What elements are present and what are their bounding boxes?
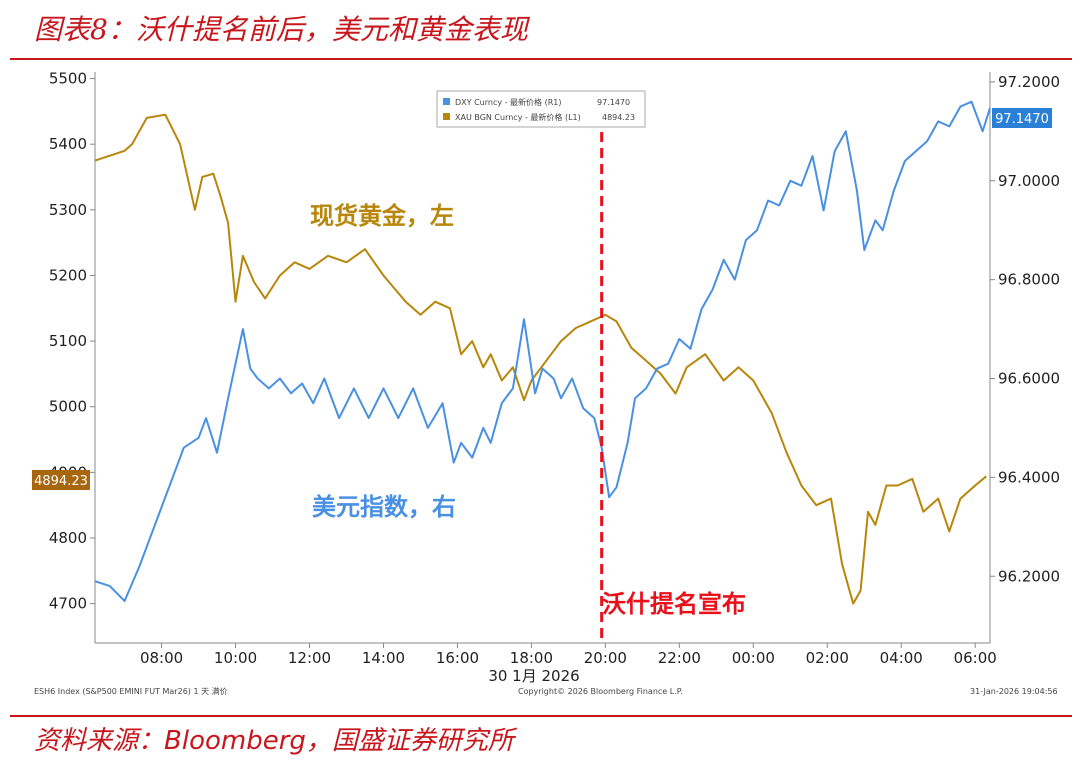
x-tick-label: 02:00 [806,649,849,667]
x-tick-label: 10:00 [214,649,257,667]
x-tick-label: 22:00 [658,649,701,667]
left-last-value: 4894.23 [34,474,88,489]
y-left-tick-label: 4800 [49,529,87,547]
x-tick-label: 16:00 [436,649,479,667]
y-right-tick-label: 97.0000 [998,172,1060,190]
series-line-gold [94,113,987,605]
legend: DXY Curncy - 最新价格 (R1) 97.1470 XAU BGN C… [436,90,646,128]
y-left-tick-label: 4700 [49,595,87,613]
y-right-tick-label: 96.2000 [998,567,1060,585]
source-brand: Bloomberg [164,726,306,756]
annotation-gold: 现货黄金，左 [310,202,454,230]
series-layer [94,100,991,605]
x-tick-label: 00:00 [732,649,775,667]
y-left-tick-label: 5000 [49,398,87,416]
watermark-center: Copyright© 2026 Bloomberg Finance L.P. [518,687,683,696]
x-tick-label: 14:00 [362,649,405,667]
legend-value-xau: 4894.23 [602,113,635,122]
left-last-value-tag: 4894.23 [32,470,90,490]
y-left-tick-label: 5100 [49,332,87,350]
watermark-left: ESH6 Index (S&P500 EMINI FUT Mar26) 1 天 … [34,686,228,696]
y-right-tick-label: 97.2000 [998,73,1060,91]
annotation-dollar: 美元指数，右 [312,493,456,521]
page-title: 图表8：沃什提名前后，美元和黄金表现 [34,13,528,46]
title-divider [10,58,1072,60]
legend-label-xau: XAU BGN Curncy - 最新价格 (L1) [455,112,581,122]
x-tick-label: 06:00 [954,649,997,667]
annotation-nomination: 沃什提名宣布 [602,590,746,618]
x-tick-label: 12:00 [288,649,331,667]
series-line-dxy [94,100,991,602]
x-tick-label: 20:00 [584,649,627,667]
right-last-value: 97.1470 [995,112,1049,127]
legend-value-dxy: 97.1470 [597,98,630,107]
source-note: 资料来源：Bloomberg，国盛证券研究所 [34,720,514,757]
legend-label-dxy: DXY Curncy - 最新价格 (R1) [455,97,561,107]
x-axis-label: 30 1月 2026 [488,667,579,685]
footer-divider [10,715,1072,717]
y-left-tick-label: 5300 [49,201,87,219]
x-tick-label: 08:00 [140,649,183,667]
y-right-tick-label: 96.8000 [998,271,1060,289]
right-last-value-tag: 97.1470 [992,108,1052,128]
legend-swatch-dxy [443,98,450,105]
legend-swatch-xau [443,113,450,120]
watermark-right: 31-Jan-2026 19:04:56 [970,687,1058,696]
source-suffix: ，国盛证券研究所 [305,726,514,756]
y-right-tick-label: 96.6000 [998,370,1060,388]
x-tick-label: 18:00 [510,649,553,667]
source-prefix: 资料来源： [34,726,165,756]
y-left-tick-label: 5200 [49,266,87,284]
y-left-tick-label: 5400 [49,135,87,153]
y-right-tick-label: 96.4000 [998,468,1060,486]
x-tick-label: 04:00 [880,649,923,667]
y-left-tick-label: 5500 [49,70,87,88]
